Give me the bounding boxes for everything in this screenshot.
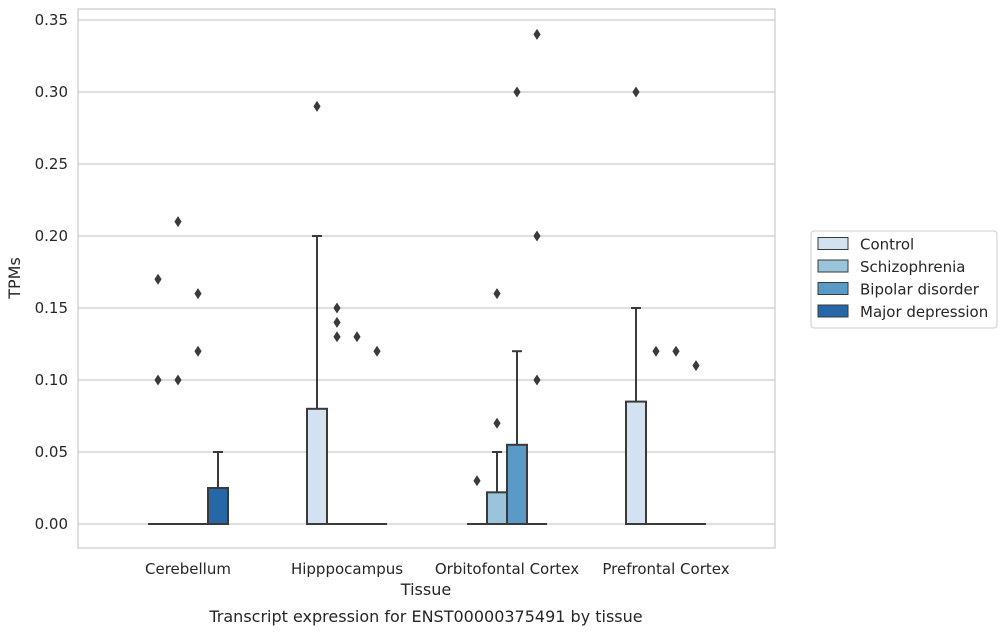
x-tick-label: Cerebellum — [145, 560, 231, 578]
legend-label: Major depression — [860, 303, 988, 321]
outlier-point — [533, 28, 541, 40]
outlier-point — [373, 345, 381, 357]
legend-label: Bipolar disorder — [860, 281, 980, 299]
x-tick-label: Hipppocampus — [291, 560, 403, 578]
plot-marks — [148, 28, 706, 526]
y-axis-label: TPMs — [5, 257, 24, 300]
outlier-point — [493, 288, 501, 300]
box-group — [467, 475, 487, 525]
box-group — [306, 100, 328, 525]
legend-swatch — [817, 304, 849, 318]
box-group — [625, 86, 647, 526]
outlier-point — [154, 273, 162, 285]
outlier-point — [174, 216, 182, 228]
outlier-point — [652, 345, 660, 357]
box-group — [168, 216, 188, 525]
legend-frame — [810, 230, 998, 329]
box-group — [486, 288, 508, 526]
box-group — [207, 451, 229, 525]
box-group — [646, 345, 666, 525]
outlier-point — [513, 86, 521, 98]
box — [207, 487, 229, 525]
x-tick-label: Prefrontal Cortex — [602, 560, 729, 578]
grid-lines — [78, 19, 775, 525]
box-group — [666, 345, 686, 525]
y-tick-label: 0.05 — [35, 443, 68, 461]
y-tick-label: 0.10 — [35, 371, 68, 389]
outlier-point — [194, 345, 202, 357]
legend-label: Control — [860, 236, 914, 254]
box-group — [367, 345, 387, 525]
y-tick-label: 0.25 — [35, 155, 68, 173]
chart-title: Transcript expression for ENST0000037549… — [208, 607, 642, 626]
x-tick-label: Orbitofontal Cortex — [435, 560, 579, 578]
box-group — [506, 86, 528, 525]
outlier-point — [632, 86, 640, 98]
box-group — [686, 360, 706, 525]
outlier-point — [473, 475, 481, 487]
box — [306, 407, 328, 525]
outlier-point — [353, 331, 361, 343]
outlier-point — [174, 374, 182, 386]
box — [486, 491, 508, 526]
outlier-point — [313, 100, 321, 112]
outlier-point — [533, 374, 541, 386]
plot-frame — [77, 8, 776, 549]
y-tick-labels: 0.00 0.05 0.10 0.15 0.20 0.25 0.30 0.35 — [35, 11, 68, 533]
box — [506, 443, 528, 525]
outlier-point — [194, 288, 202, 300]
box-group — [527, 28, 547, 525]
outlier-point — [692, 360, 700, 372]
legend: Control Schizophrenia Bipolar disorder Majo… — [810, 230, 998, 329]
outlier-point — [333, 302, 341, 314]
box — [625, 400, 647, 526]
y-tick-label: 0.15 — [35, 299, 68, 317]
y-tick-label: 0.20 — [35, 227, 68, 245]
legend-label: Schizophrenia — [860, 258, 965, 276]
legend-swatch — [817, 282, 849, 295]
outlier-point — [533, 230, 541, 242]
legend-swatch — [817, 259, 849, 273]
y-tick-label: 0.30 — [35, 83, 68, 101]
box-group — [347, 331, 367, 525]
box-group — [188, 288, 208, 525]
box-group — [148, 273, 168, 525]
x-tick-labels: Cerebellum Hipppocampus Orbitofontal Corte… — [145, 560, 730, 578]
outlier-point — [333, 331, 341, 343]
outlier-point — [493, 417, 501, 429]
x-axis-label: Tissue — [400, 580, 451, 599]
legend-swatch — [817, 237, 849, 250]
box-group — [327, 302, 347, 525]
outlier-point — [154, 374, 162, 386]
y-tick-label: 0.00 — [35, 515, 68, 533]
outlier-point — [672, 345, 680, 357]
y-tick-label: 0.35 — [35, 11, 68, 29]
outlier-point — [333, 316, 341, 328]
